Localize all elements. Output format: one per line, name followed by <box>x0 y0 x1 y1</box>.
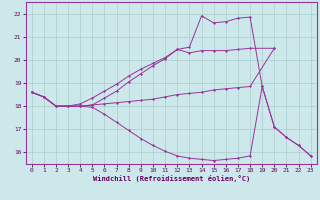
X-axis label: Windchill (Refroidissement éolien,°C): Windchill (Refroidissement éolien,°C) <box>92 175 250 182</box>
